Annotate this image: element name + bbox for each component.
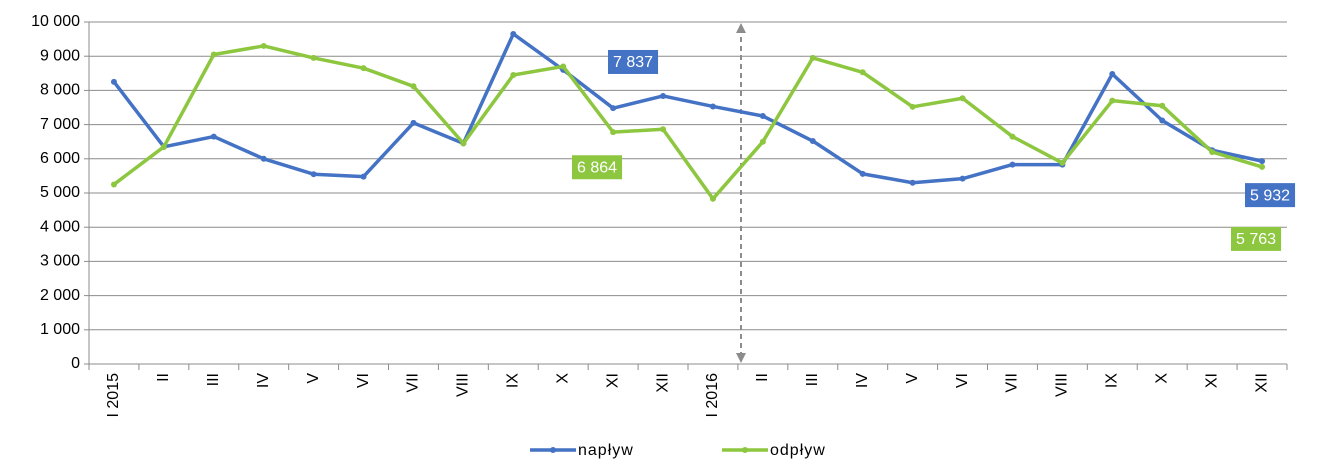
x-tick-label: III [205, 373, 222, 386]
data-point [210, 133, 217, 140]
data-point [1059, 159, 1066, 166]
data-point [110, 78, 117, 85]
x-tick-label: IV [255, 373, 272, 388]
data-label-text: 6 864 [577, 159, 617, 176]
series-line [112, 32, 1263, 185]
x-tick-label: IX [505, 373, 522, 388]
x-tick-label: II [155, 373, 172, 382]
data-point [959, 175, 966, 182]
x-tick-label: V [305, 373, 322, 384]
legend-marker [742, 447, 748, 453]
y-tick-label: 9 000 [40, 47, 80, 64]
data-label-box [572, 155, 623, 180]
x-tick-label: X [1153, 373, 1170, 384]
data-label: 5 763 [1231, 226, 1282, 251]
data-point [909, 179, 916, 186]
x-tick-label: VIII [1054, 373, 1071, 397]
x-tick-label: XI [604, 373, 621, 388]
data-point [759, 138, 766, 145]
data-point [360, 173, 367, 180]
data-point [1259, 163, 1266, 170]
data-point [1109, 70, 1116, 77]
data-label-text: 5 932 [1250, 187, 1290, 204]
data-point [610, 129, 617, 136]
x-tick-label: II [754, 373, 771, 382]
data-label-text: 7 837 [613, 54, 653, 71]
y-tick-label: 1 000 [40, 321, 80, 338]
data-point [510, 30, 517, 37]
x-tick-label: I 2015 [105, 373, 122, 418]
legend-item: napływ [530, 442, 634, 459]
y-tick-label: 4 000 [40, 218, 80, 235]
x-tick-label: I 2016 [704, 373, 721, 418]
y-tick-label: 0 [71, 355, 80, 372]
data-point [859, 69, 866, 76]
data-point [260, 155, 267, 162]
legend-label: napływ [578, 442, 634, 459]
data-point [809, 54, 816, 61]
data-label-box [1245, 183, 1296, 208]
x-tick-label: VIII [455, 373, 472, 397]
x-tick-label: V [904, 373, 921, 384]
x-tick-label: VI [355, 373, 372, 388]
data-point [660, 92, 667, 99]
data-point [210, 51, 217, 58]
y-tick-label: 6 000 [40, 150, 80, 167]
data-point [410, 83, 417, 90]
x-tick-label: VII [1004, 373, 1021, 393]
data-point [360, 65, 367, 72]
data-point [310, 171, 317, 178]
x-tick-label: XII [654, 373, 671, 393]
legend-item: odpływ [722, 442, 826, 459]
data-label-box [608, 49, 659, 74]
x-tick-label: IX [1104, 373, 1121, 388]
x-tick-label: IV [854, 373, 871, 388]
series-line [112, 44, 1263, 201]
data-label-box [1231, 226, 1282, 251]
y-tick-label: 5 000 [40, 184, 80, 201]
data-point [709, 195, 716, 202]
data-point [510, 72, 517, 79]
x-tick-label: VI [954, 373, 971, 388]
x-tick-label: XII [1253, 373, 1270, 393]
data-point [460, 140, 467, 147]
data-label: 7 837 [608, 49, 659, 74]
data-label: 5 932 [1245, 183, 1296, 208]
data-label: 6 864 [572, 155, 623, 180]
y-tick-label: 2 000 [40, 287, 80, 304]
data-point [859, 170, 866, 177]
data-point [660, 126, 667, 133]
data-label-text: 5 763 [1236, 231, 1276, 248]
y-tick-label: 7 000 [40, 116, 80, 133]
data-point [610, 105, 617, 112]
data-point [709, 103, 716, 110]
data-point [1009, 133, 1016, 140]
data-point [959, 95, 966, 102]
data-point [110, 181, 117, 188]
data-point [1259, 158, 1266, 165]
data-point [1009, 161, 1016, 168]
x-tick-label: X [554, 373, 571, 384]
data-point [1209, 148, 1216, 155]
data-point [759, 113, 766, 120]
y-tick-label: 10 000 [31, 13, 80, 30]
data-point [809, 138, 816, 145]
y-tick-label: 3 000 [40, 253, 80, 270]
y-tick-label: 8 000 [40, 82, 80, 99]
x-tick-label: XI [1203, 373, 1220, 388]
data-point [909, 103, 916, 110]
x-tick-label: VII [405, 373, 422, 393]
x-tick-label: III [804, 373, 821, 386]
data-point [1159, 117, 1166, 124]
legend-marker [550, 447, 556, 453]
data-point [310, 54, 317, 61]
data-point [410, 119, 417, 126]
data-point [260, 42, 267, 49]
data-point [160, 143, 167, 150]
data-point [1159, 102, 1166, 109]
data-point [1109, 97, 1116, 104]
data-point [560, 63, 567, 70]
legend-label: odpływ [770, 442, 826, 459]
